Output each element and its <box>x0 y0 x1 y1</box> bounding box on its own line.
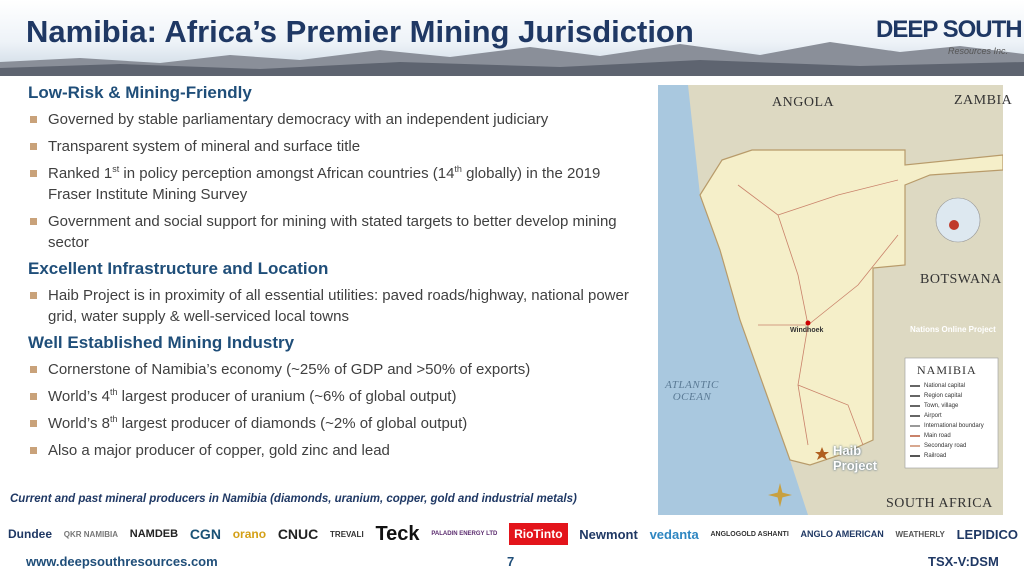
bullet-text: Ranked 1 <box>48 165 113 182</box>
section-heading: Low-Risk & Mining-Friendly <box>28 83 252 102</box>
bullet: Also a major producer of copper, gold zi… <box>28 440 643 461</box>
map-country-label: ANGOLA <box>772 95 835 110</box>
superscript: th <box>109 414 118 424</box>
company-logo: DEEP SOUTH <box>876 16 1023 43</box>
section: Well Established Mining Industry Cornerst… <box>28 333 643 461</box>
bullet-text: Also a major producer of copper, gold zi… <box>48 442 390 459</box>
legend-item: Town, village <box>910 401 998 411</box>
page-number: 7 <box>507 554 515 569</box>
legend-label: Region capital <box>924 393 963 399</box>
legend-item: Region capital <box>910 391 998 401</box>
legend-item: Main road <box>910 431 998 441</box>
legend-item: Secondary road <box>910 441 998 451</box>
map-ocean-label: ATLANTIC OCEAN <box>665 379 719 403</box>
section: Low-Risk & Mining-Friendly Governed by st… <box>28 83 643 253</box>
map-city-label: Windhoek <box>790 327 824 334</box>
producer-logo: PALADIN ENERGY LTD <box>431 531 498 537</box>
producer-logo: RioTinto <box>509 523 568 545</box>
bullet: Government and social support for mining… <box>28 211 643 253</box>
map-graphic <box>658 85 1004 515</box>
producer-logo: QKR NAMIBIA <box>63 529 118 539</box>
bullet-text: World’s 4 <box>48 388 110 405</box>
section: Excellent Infrastructure and Location Hai… <box>28 259 643 327</box>
legend-label: Secondary road <box>924 443 967 449</box>
producer-logo: CNUC <box>277 526 319 542</box>
map-country-label: SOUTH AFRICA <box>886 496 993 511</box>
legend-item: Airport <box>910 411 998 421</box>
legend-label: Airport <box>924 413 942 419</box>
bullet: Governed by stable parliamentary democra… <box>28 109 643 130</box>
bullet-text: Government and social support for mining… <box>48 213 617 251</box>
project-label: Haib Project <box>833 443 878 473</box>
company-logo-subtitle: Resources Inc. <box>948 46 1009 56</box>
bullet: World’s 8th largest producer of diamonds… <box>28 413 643 434</box>
map-country-label: ZAMBIA <box>954 93 1013 108</box>
bullet: Ranked 1st in policy perception amongst … <box>28 163 643 205</box>
producer-logo: Dundee <box>8 527 53 541</box>
bullet: World’s 4th largest producer of uranium … <box>28 386 643 407</box>
producer-logos: Dundee QKR NAMIBIA NAMDEB CGN orano CNUC TREVA… <box>8 516 1018 552</box>
legend-label: International boundary <box>924 423 984 429</box>
bullet-text: Haib Project is in proximity of all esse… <box>48 287 629 325</box>
legend-label: National capital <box>924 383 966 389</box>
legend-swatch <box>910 455 920 457</box>
legend-item: National capital <box>910 381 998 391</box>
bullet: Cornerstone of Namibia’s economy (~25% o… <box>28 359 643 380</box>
footer-url: www.deepsouthresources.com <box>26 554 218 569</box>
producers-caption: Current and past mineral producers in Na… <box>10 493 577 505</box>
bullet-text: Cornerstone of Namibia’s economy (~25% o… <box>48 361 531 378</box>
section-heading: Well Established Mining Industry <box>28 333 295 352</box>
header-banner <box>0 0 1024 76</box>
producer-logo: Teck <box>375 522 420 545</box>
legend-label: Railroad <box>924 453 947 459</box>
header <box>0 0 1024 76</box>
map-country-label: BOTSWANA <box>920 272 1002 287</box>
bullet-text: Transparent system of mineral and surfac… <box>48 138 361 155</box>
bullet: Haib Project is in proximity of all esse… <box>28 285 643 327</box>
bullet-text: Governed by stable parliamentary democra… <box>48 111 549 128</box>
legend-swatch <box>910 395 920 397</box>
producer-logo: ANGLO AMERICAN <box>800 529 884 539</box>
superscript: th <box>454 164 462 174</box>
legend-swatch <box>910 385 920 387</box>
bullet: Transparent system of mineral and surfac… <box>28 136 643 157</box>
superscript: th <box>109 387 118 397</box>
producer-logo: CGN <box>189 526 221 542</box>
producer-logo: LEPIDICO <box>956 526 1018 542</box>
producer-logo: NAMDEB <box>129 528 179 540</box>
map-credit: Nations Online Project <box>910 325 996 334</box>
legend-label: Main road <box>924 433 951 439</box>
map-legend: National capital Region capital Town, vill… <box>910 381 998 461</box>
legend-label: Town, village <box>924 403 959 409</box>
bullet-text: in policy perception amongst African cou… <box>119 165 455 182</box>
producer-logo: vedanta <box>649 526 699 542</box>
producer-logo: orano <box>232 527 267 541</box>
bullet-text: globally) in the 2019 Fraser Institute M… <box>48 165 601 203</box>
producer-logo: Newmont <box>579 526 638 542</box>
legend-item: International boundary <box>910 421 998 431</box>
superscript: st <box>112 164 120 174</box>
bullet-text: largest producer of uranium (~6% of glob… <box>117 388 457 405</box>
section-heading: Excellent Infrastructure and Location <box>28 259 329 278</box>
legend-item: Railroad <box>910 451 998 461</box>
producer-logo: TREVALI <box>330 529 364 539</box>
ticker: TSX-V:DSM <box>928 554 999 569</box>
legend-swatch <box>910 445 920 447</box>
producer-logo: WEATHERLY <box>895 529 945 539</box>
map: ANGOLA ZAMBIA BOTSWANA SOUTH AFRICA ATLA… <box>658 85 1012 515</box>
content: Low-Risk & Mining-Friendly Governed by st… <box>28 83 643 467</box>
bullet-text: World’s 8 <box>48 415 110 432</box>
legend-swatch <box>910 425 920 427</box>
bullet-text: largest producer of diamonds (~2% of glo… <box>117 415 468 432</box>
producer-logo: ANGLOGOLD ASHANTI <box>710 530 789 538</box>
legend-swatch <box>910 415 920 417</box>
legend-swatch <box>910 435 920 437</box>
legend-swatch <box>910 405 920 407</box>
map-legend-title: NAMIBIA <box>917 363 977 377</box>
slide-title: Namibia: Africa’s Premier Mining Jurisdi… <box>26 14 694 49</box>
